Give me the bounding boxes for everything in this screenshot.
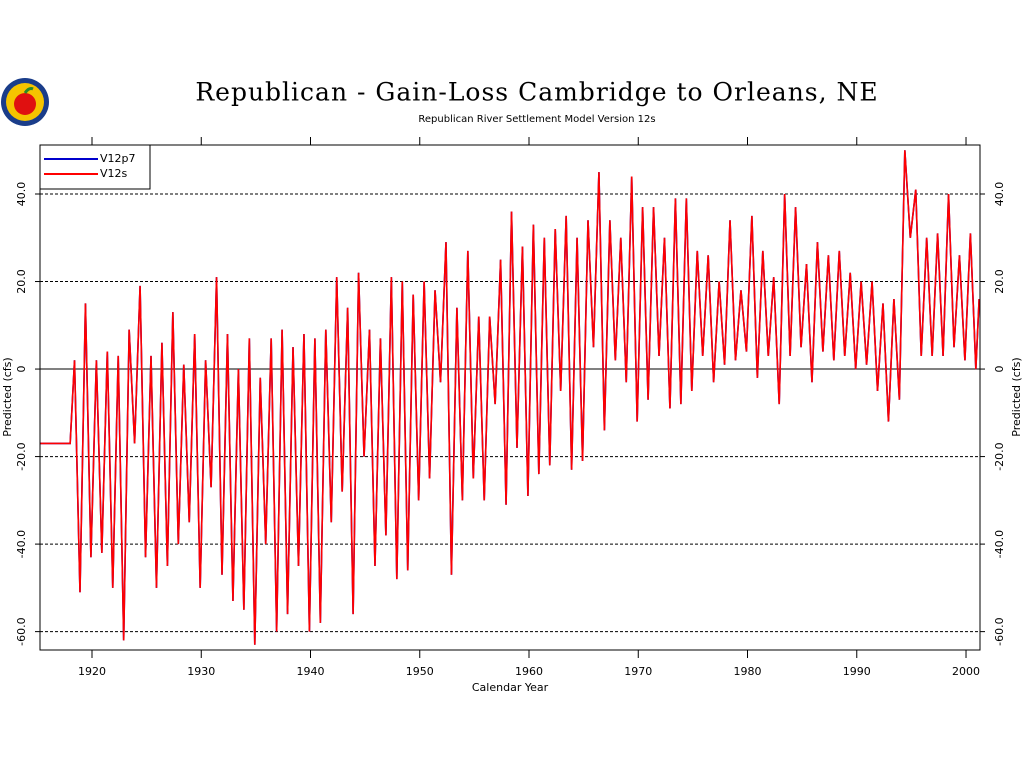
x-tick-label: 1970 xyxy=(624,665,652,678)
y-tick-label-right: -20.0 xyxy=(993,442,1006,470)
legend-label: V12s xyxy=(100,167,128,180)
x-tick-label: 1960 xyxy=(515,665,543,678)
x-axis-label: Calendar Year xyxy=(472,681,549,694)
y-tick-label-right: -60.0 xyxy=(993,617,1006,645)
x-tick-label: 1950 xyxy=(406,665,434,678)
chart-title: Republican - Gain-Loss Cambridge to Orle… xyxy=(195,78,878,107)
y-tick-label-right: -40.0 xyxy=(993,530,1006,558)
y-tick-label: -40.0 xyxy=(15,530,28,558)
legend-box xyxy=(39,144,151,190)
legend-label: V12p7 xyxy=(100,152,136,165)
y-tick-label: 0 xyxy=(15,366,28,373)
logo xyxy=(1,78,49,126)
x-tick-label: 1930 xyxy=(187,665,215,678)
y-tick-label: 20.0 xyxy=(15,269,28,294)
x-tick-label: 2000 xyxy=(952,665,980,678)
y-tick-label: 40.0 xyxy=(15,182,28,207)
y-tick-label-right: 0 xyxy=(993,366,1006,373)
y-tick-label: -20.0 xyxy=(15,442,28,470)
x-tick-label: 1920 xyxy=(78,665,106,678)
y-tick-label-right: 40.0 xyxy=(993,182,1006,207)
chart-subtitle: Republican River Settlement Model Versio… xyxy=(418,114,655,125)
x-tick-label: 1990 xyxy=(843,665,871,678)
y-tick-label-right: 20.0 xyxy=(993,269,1006,294)
y-axis-label-right: Predicted (cfs) xyxy=(1010,357,1023,436)
plot-frame xyxy=(39,144,981,651)
x-tick-label: 1980 xyxy=(734,665,762,678)
x-tick-label: 1940 xyxy=(297,665,325,678)
series-line xyxy=(40,150,980,645)
series-line xyxy=(40,150,980,645)
y-axis-label: Predicted (cfs) xyxy=(1,357,14,436)
y-tick-label: -60.0 xyxy=(15,617,28,645)
